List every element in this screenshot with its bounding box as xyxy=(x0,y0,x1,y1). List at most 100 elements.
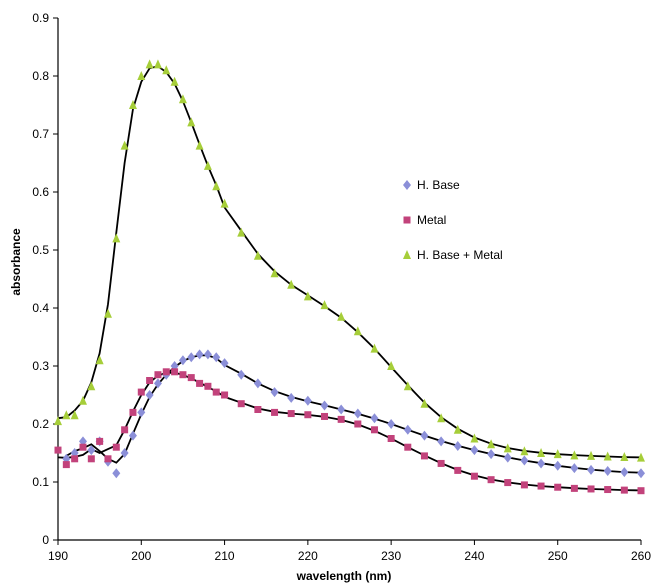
data-point-metal xyxy=(146,377,154,384)
data-point-h-base-metal xyxy=(54,416,62,426)
data-point-metal xyxy=(154,371,162,379)
data-point-metal xyxy=(370,426,378,434)
data-point-h-base xyxy=(195,349,204,360)
data-point-h-base-metal xyxy=(303,291,312,301)
y-tick-label: 0.4 xyxy=(32,301,49,315)
x-axis-ticks: 190 200 210 220 230 240 250 260 xyxy=(48,540,651,563)
data-point-metal xyxy=(487,476,495,484)
x-tick-label: 230 xyxy=(381,549,401,563)
y-tick-label: 0.7 xyxy=(32,127,49,141)
data-point-h-base xyxy=(87,445,96,456)
legend: H. Base Metal H. Base + Metal xyxy=(403,178,503,262)
data-point-h-base xyxy=(153,378,162,389)
data-point-h-base-metal xyxy=(587,450,596,460)
data-point-h-base xyxy=(120,448,129,458)
data-point-h-base-metal xyxy=(153,59,162,69)
data-point-h-base xyxy=(112,468,121,479)
data-point-metal xyxy=(71,455,79,463)
legend-marker xyxy=(403,180,411,190)
data-point-h-base xyxy=(537,458,546,469)
data-point-h-base xyxy=(128,430,137,441)
data-point-h-base-metal xyxy=(120,140,129,150)
data-point-metal xyxy=(387,435,395,442)
data-point-h-base-metal xyxy=(253,250,262,260)
data-point-h-base-metal xyxy=(162,65,171,75)
x-tick-label: 190 xyxy=(48,549,68,563)
data-point-h-base-metal xyxy=(403,381,412,391)
data-point-h-base-metal xyxy=(487,439,496,449)
data-point-h-base-metal xyxy=(437,413,446,423)
data-point-h-base xyxy=(520,455,529,466)
data-point-metal xyxy=(570,484,578,492)
data-point-h-base-metal xyxy=(178,94,187,104)
data-point-h-base-metal xyxy=(62,410,71,420)
data-point-h-base xyxy=(303,395,312,406)
data-point-metal xyxy=(196,379,204,387)
data-point-metal xyxy=(254,406,262,413)
x-tick-label: 200 xyxy=(131,549,151,563)
data-point-h-base-metal xyxy=(453,424,462,434)
data-point-h-base-metal xyxy=(220,198,229,208)
data-point-h-base xyxy=(487,449,496,460)
data-point-h-base xyxy=(212,352,221,363)
data-point-h-base-metal xyxy=(387,361,396,370)
data-point-h-base xyxy=(203,349,212,360)
data-point-h-base-metal xyxy=(570,450,579,460)
data-point-metal xyxy=(87,455,95,463)
data-point-metal xyxy=(271,408,279,416)
data-point-metal xyxy=(537,482,545,490)
axes xyxy=(57,18,641,541)
data-point-h-base xyxy=(453,441,462,452)
data-point-h-base-metal xyxy=(203,160,212,170)
y-tick-label: 0.9 xyxy=(32,11,49,25)
data-points xyxy=(54,59,645,495)
data-point-metal xyxy=(554,483,562,491)
data-point-metal xyxy=(221,391,229,399)
data-point-h-base xyxy=(553,460,562,471)
data-point-metal xyxy=(404,443,412,451)
data-point-metal xyxy=(354,420,362,428)
data-point-h-base xyxy=(403,424,412,435)
data-point-h-base-metal xyxy=(145,59,154,69)
data-point-metal xyxy=(321,412,329,420)
data-point-metal xyxy=(304,411,312,419)
data-point-metal xyxy=(62,461,70,469)
data-point-h-base-metal xyxy=(137,71,146,80)
data-point-h-base-metal xyxy=(170,76,179,86)
data-point-h-base-metal xyxy=(95,355,104,365)
x-tick-label: 220 xyxy=(298,549,318,563)
data-point-metal xyxy=(54,446,62,454)
data-point-h-base xyxy=(253,378,262,389)
data-point-h-base-metal xyxy=(112,233,121,243)
data-point-metal xyxy=(112,443,120,451)
x-axis-title: wavelength (nm) xyxy=(296,569,392,583)
data-point-metal xyxy=(337,415,345,423)
data-point-h-base-metal xyxy=(212,181,221,191)
y-tick-label: 0.6 xyxy=(32,185,49,199)
legend-marker xyxy=(403,250,411,259)
data-point-h-base-metal xyxy=(503,443,512,453)
data-point-metal xyxy=(137,388,145,396)
data-point-h-base-metal xyxy=(320,300,329,310)
y-tick-label: 0.5 xyxy=(32,243,49,257)
data-point-h-base xyxy=(287,392,296,403)
data-point-h-base xyxy=(320,400,329,411)
data-point-h-base-metal xyxy=(603,451,612,461)
data-point-h-base xyxy=(603,465,612,476)
data-point-metal xyxy=(454,466,462,474)
x-tick-label: 250 xyxy=(548,549,568,563)
data-point-h-base-metal xyxy=(637,452,645,462)
data-point-h-base xyxy=(187,352,196,363)
data-point-h-base-metal xyxy=(537,448,546,457)
data-point-h-base xyxy=(637,468,645,479)
data-point-h-base-metal xyxy=(520,446,529,456)
data-point-metal xyxy=(129,408,137,416)
legend-label: H. Base + Metal xyxy=(417,248,503,262)
data-point-h-base-metal xyxy=(128,100,137,109)
data-point-metal xyxy=(104,455,112,463)
data-point-h-base xyxy=(620,467,629,478)
legend-label: H. Base xyxy=(417,178,460,192)
data-point-h-base-metal xyxy=(70,410,79,420)
y-tick-label: 0.3 xyxy=(32,359,49,373)
